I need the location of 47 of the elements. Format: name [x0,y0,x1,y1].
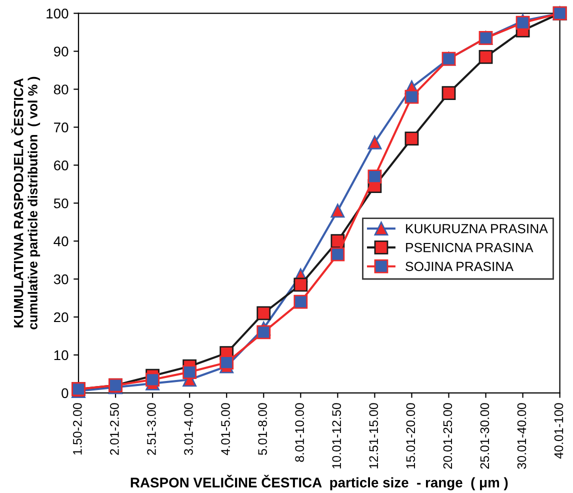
point [404,132,419,146]
point [294,294,308,309]
x-tick-label: 4.01-5.00 [221,403,230,456]
legend-label: KUKURUZNA PRASINA [406,224,548,234]
y-tick-label: 60 [54,160,68,170]
point [256,306,271,320]
x-tick-label: 8.01-10.00 [295,403,304,462]
y-tick-label: 80 [54,84,68,94]
y-tick-label: 50 [54,198,68,208]
point [294,278,308,292]
point [330,204,345,218]
point [182,365,197,379]
x-tick-label: 2.01-2.50 [110,403,119,455]
x-tick-label: 25.01-30.00 [480,403,490,469]
point [368,170,382,184]
y-tick-label: 70 [54,122,68,132]
x-tick-label: 30.01-40.00 [517,403,526,469]
x-tick-label: 2.51-3.00 [147,403,156,455]
x-tick-label: 5.01-8.00 [258,403,267,455]
point [146,372,160,387]
point [368,135,382,150]
point [330,247,345,262]
legend-label: PSENICNA PRASINA [406,242,534,252]
point [516,16,530,30]
point [330,234,345,248]
y-axis-title: KUMULATIVNA RASPODJELA ČESTICA cumulative particle distribution ( vol % ) [11,76,40,330]
x-tick-label: 12.51-15.00 [369,403,378,468]
y-tick-label: 40 [54,236,68,246]
point [256,325,271,340]
y-tick-label: 30 [54,274,68,284]
x-tick-label: 10.01-12.50 [332,403,342,468]
x-tick-label: 40.01-100 [554,403,564,459]
y-tick-label: 0 [62,388,68,398]
x-tick-label: 3.01-4.00 [184,403,193,455]
x-tick-label: 20.01-25.00 [443,403,452,469]
legend-label: SOJINA PRASINA [406,262,514,272]
y-tick-label: 10 [54,350,68,360]
x-tick-label: 15.01-20.00 [406,403,416,468]
point [220,356,234,370]
point [442,86,456,100]
y-tick-label: 100 [46,8,68,18]
x-tick-label: 1.50-2.00 [73,403,82,455]
point [404,90,419,104]
point [478,50,493,64]
x-axis-title: RASPON VELIČINE ČESTICA particle size - range ( μm ) [130,474,508,490]
y-tick-label: 90 [54,46,68,56]
y-tick-label: 20 [54,312,68,322]
